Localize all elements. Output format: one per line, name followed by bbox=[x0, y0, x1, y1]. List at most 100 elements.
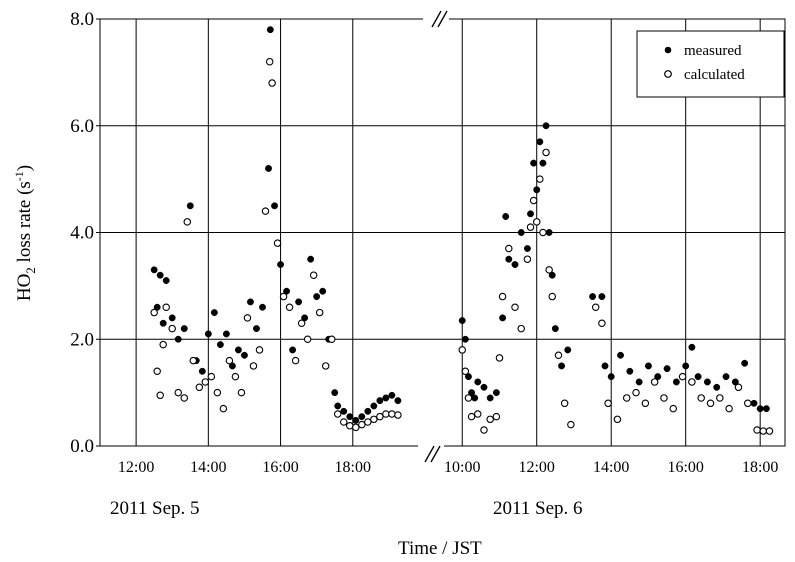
y-tick-label: 6.0 bbox=[70, 116, 94, 137]
calculated-point bbox=[249, 362, 258, 370]
measured-point bbox=[370, 402, 378, 410]
measured-point bbox=[564, 346, 572, 354]
measured-point bbox=[159, 319, 167, 327]
calculated-point bbox=[394, 411, 402, 419]
axis-break-gap-top bbox=[423, 18, 449, 29]
calculated-point bbox=[315, 308, 324, 317]
measured-point bbox=[388, 391, 396, 399]
measured-point bbox=[162, 277, 170, 284]
calculated-point bbox=[529, 196, 538, 205]
x-tick-label: 14:00 bbox=[190, 459, 226, 476]
measured-point bbox=[607, 373, 615, 381]
measured-point bbox=[394, 397, 402, 405]
date-label-sep6: 2011 Sep. 6 bbox=[493, 498, 583, 519]
measured-point bbox=[548, 271, 556, 279]
calculated-point bbox=[532, 218, 541, 226]
calculated-point bbox=[321, 362, 330, 370]
calculated-point bbox=[517, 324, 525, 333]
measured-point bbox=[150, 266, 158, 274]
measured-point bbox=[756, 405, 764, 413]
calculated-point bbox=[511, 303, 519, 311]
measured-point bbox=[527, 210, 534, 218]
measured-point bbox=[216, 341, 224, 349]
calculated-point bbox=[560, 399, 569, 408]
calculated-point bbox=[279, 292, 288, 301]
measured-point bbox=[551, 325, 559, 333]
calculated-point bbox=[370, 415, 378, 424]
measured-point bbox=[247, 298, 254, 306]
calculated-point bbox=[725, 404, 733, 413]
measured-point bbox=[156, 271, 164, 279]
calculated-point bbox=[669, 404, 678, 413]
measured-point bbox=[589, 293, 597, 300]
measured-point bbox=[222, 330, 230, 338]
legend: measured calculated bbox=[636, 30, 785, 98]
measured-point bbox=[672, 378, 680, 386]
calculated-point bbox=[352, 423, 360, 432]
calculated-point bbox=[231, 372, 240, 381]
measured-point bbox=[334, 402, 342, 410]
measured-point bbox=[539, 159, 547, 167]
calculated-point bbox=[303, 335, 312, 343]
x-tick-label: 12:00 bbox=[118, 459, 154, 476]
calculated-point bbox=[219, 404, 228, 413]
x-tick-label: 12:00 bbox=[518, 459, 554, 476]
measured-point bbox=[174, 335, 182, 343]
measured-point bbox=[530, 159, 538, 167]
measured-point bbox=[663, 365, 671, 373]
measured-point bbox=[682, 362, 690, 370]
calculated-point bbox=[358, 420, 366, 429]
measured-point bbox=[458, 317, 466, 325]
calculated-point bbox=[297, 319, 306, 327]
measured-point bbox=[480, 383, 488, 391]
calculated-point bbox=[495, 354, 504, 362]
measured-point bbox=[635, 378, 643, 386]
measured-point bbox=[499, 314, 507, 322]
calculated-point bbox=[734, 383, 743, 392]
calculated-point bbox=[273, 239, 282, 247]
y-tick-label: 2.0 bbox=[70, 329, 94, 350]
legend-measured-label: measured bbox=[684, 43, 742, 59]
calculated-point bbox=[598, 319, 606, 327]
calculated-point bbox=[153, 367, 161, 376]
y-axis-title-rest: loss rate (s bbox=[14, 181, 35, 267]
calculated-point bbox=[388, 410, 396, 418]
measured-point bbox=[295, 298, 303, 306]
calculated-point bbox=[382, 410, 390, 418]
measured-point bbox=[474, 378, 482, 386]
y-axis-title-sub: 2 bbox=[23, 267, 38, 274]
measured-point bbox=[545, 229, 553, 236]
calculated-point bbox=[604, 399, 612, 408]
calculated-point bbox=[168, 324, 176, 333]
y-axis-title-sup: -1 bbox=[12, 171, 26, 181]
measured-point bbox=[313, 293, 321, 300]
x-tick-label: 14:00 bbox=[593, 459, 629, 476]
measured-point bbox=[617, 351, 624, 359]
measured-point bbox=[461, 335, 469, 343]
measured-point bbox=[340, 407, 348, 415]
calculated-point bbox=[474, 410, 482, 418]
x-tick-label: 10:00 bbox=[444, 459, 480, 476]
measured-point bbox=[626, 367, 634, 375]
calculated-point bbox=[225, 356, 234, 365]
measured-point bbox=[558, 362, 566, 370]
measured-point bbox=[259, 303, 266, 311]
measured-point bbox=[703, 378, 711, 386]
calculated-point bbox=[545, 266, 553, 274]
measured-point bbox=[277, 261, 285, 268]
calculated-point bbox=[339, 418, 348, 426]
axis-break-bottom bbox=[424, 445, 441, 463]
calculated-point bbox=[539, 228, 547, 237]
measured-point bbox=[265, 165, 272, 172]
calculated-point bbox=[195, 383, 204, 392]
measured-point bbox=[486, 394, 494, 402]
calculated-point bbox=[458, 346, 466, 354]
calculated-point bbox=[346, 421, 354, 430]
calculated-point bbox=[464, 394, 473, 402]
calculated-point bbox=[641, 399, 650, 408]
axis-break-gap-bottom bbox=[418, 444, 444, 462]
y-axis-title: HO2 loss rate (s-1) bbox=[12, 165, 38, 301]
calculated-point bbox=[364, 418, 372, 426]
legend-calculated-marker bbox=[664, 70, 672, 78]
calculated-point bbox=[291, 356, 300, 365]
